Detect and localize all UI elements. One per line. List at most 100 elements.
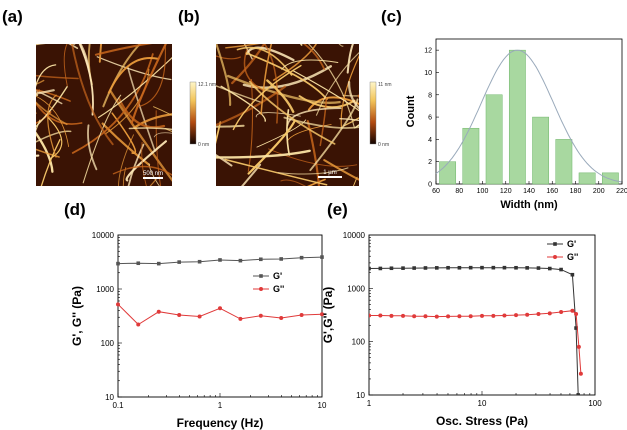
data-point	[574, 326, 578, 330]
fiber	[149, 178, 158, 186]
line-chart-d: 0.1 1 10 10 100 1000 10000 Frequency (Hz) G', G'…	[70, 231, 327, 430]
histogram-bar	[508, 49, 526, 185]
fiber	[309, 98, 359, 172]
data-point	[197, 314, 202, 319]
data-point	[156, 309, 161, 314]
data-point	[576, 393, 580, 395]
fiber	[357, 94, 359, 98]
data-point	[116, 302, 120, 307]
y-tick-label: 1000	[347, 284, 365, 293]
fiber	[36, 101, 68, 126]
fiber	[36, 119, 41, 132]
fiber	[292, 70, 359, 112]
x-tick-label: 1	[218, 401, 223, 410]
fiber	[243, 49, 266, 92]
panel-label-d: (d)	[64, 200, 86, 219]
fiber	[127, 143, 145, 186]
afm-colorbar-b: 11 nm 0 nm	[369, 81, 392, 148]
data-point	[378, 313, 383, 318]
fiber	[277, 167, 349, 175]
histogram-bar	[462, 127, 480, 185]
data-point	[218, 258, 222, 262]
x-tick-label: 80	[455, 188, 463, 195]
histogram-bar	[601, 172, 619, 185]
fiber	[127, 67, 156, 153]
fiber	[36, 89, 63, 105]
histogram-bar	[555, 139, 573, 185]
afm-image-b: 1 µm	[216, 44, 359, 186]
fiber	[130, 44, 167, 125]
data-point	[525, 312, 530, 317]
colorbar-min-b: 0 nm	[378, 142, 389, 148]
fiber	[40, 139, 61, 186]
scale-bar-b	[318, 176, 342, 178]
y-tick-label: 12	[424, 48, 432, 55]
fiber	[148, 163, 160, 186]
fiber	[36, 89, 40, 96]
data-point	[457, 265, 462, 270]
fiber	[232, 64, 302, 131]
fiber	[343, 117, 359, 127]
fiber	[319, 97, 328, 147]
fiber	[107, 57, 160, 94]
data-point	[412, 314, 417, 319]
fiber	[225, 44, 261, 49]
fiber	[98, 44, 103, 63]
fiber	[216, 85, 286, 127]
fiber	[153, 106, 172, 116]
x-tick-label: 60	[432, 188, 440, 195]
fiber	[47, 117, 63, 159]
fiber	[266, 79, 295, 113]
y-tick-label: 6	[428, 115, 432, 122]
x-axis-title: Frequency (Hz)	[177, 416, 264, 430]
panel-label-e: (e)	[327, 200, 348, 219]
data-point	[514, 265, 518, 270]
data-point	[389, 266, 394, 271]
series-line	[369, 310, 582, 374]
data-point	[446, 265, 450, 270]
fiber	[36, 130, 72, 143]
y-tick-label: 100	[101, 339, 115, 348]
fiber	[255, 112, 301, 118]
fiber	[216, 121, 222, 145]
fiber	[36, 64, 57, 88]
x-tick-label: 180	[570, 188, 582, 195]
data-point	[320, 255, 324, 259]
fiber	[347, 81, 359, 110]
data-point	[547, 266, 552, 271]
data-point	[320, 312, 324, 317]
plot-area	[116, 255, 324, 327]
fiber	[338, 44, 344, 47]
data-point	[468, 265, 473, 270]
data-point	[423, 266, 428, 270]
data-point	[491, 313, 496, 318]
fiber	[98, 56, 172, 118]
legend-label: G''	[273, 284, 284, 294]
data-point	[401, 313, 406, 318]
histogram-bar	[439, 161, 457, 185]
fiber	[94, 44, 153, 56]
fiber	[36, 154, 40, 157]
histogram-bar	[578, 172, 596, 185]
fiber	[216, 85, 263, 104]
fiber	[79, 44, 90, 71]
x-tick-label: 220	[616, 188, 627, 195]
fiber	[36, 95, 70, 148]
fiber	[141, 141, 147, 186]
data-point	[434, 266, 439, 270]
data-point	[502, 265, 507, 270]
panel-label-c: (c)	[381, 7, 402, 26]
fiber	[243, 44, 253, 60]
fiber	[247, 119, 296, 175]
x-tick-label: 120	[500, 188, 512, 195]
x-axis-title: Width (nm)	[500, 199, 558, 211]
data-point	[156, 261, 161, 266]
data-point	[136, 322, 141, 327]
fiber	[245, 52, 328, 101]
x-tick-label: 100	[588, 399, 602, 408]
fiber	[263, 44, 279, 124]
fiber	[36, 148, 60, 158]
fiber	[109, 89, 172, 182]
data-point	[259, 257, 263, 262]
